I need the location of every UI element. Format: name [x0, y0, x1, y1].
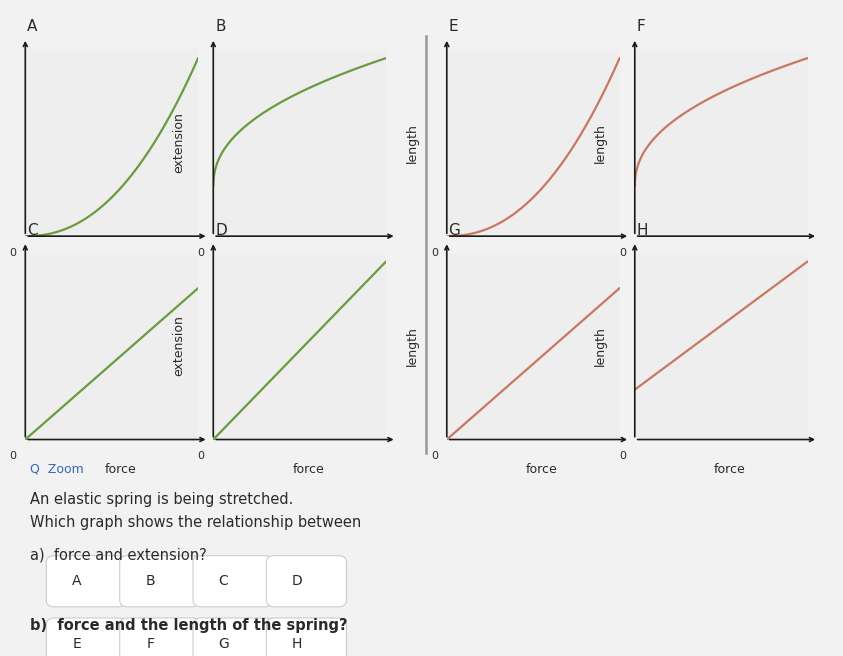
Text: force: force: [526, 463, 558, 476]
Text: 0: 0: [431, 451, 438, 461]
Text: G: G: [218, 636, 229, 651]
Text: G: G: [448, 222, 460, 237]
Text: length: length: [593, 326, 607, 366]
Text: F: F: [636, 19, 645, 34]
Text: H: H: [292, 636, 302, 651]
Text: 0: 0: [431, 248, 438, 258]
Text: A: A: [72, 574, 82, 588]
Text: C: C: [27, 222, 38, 237]
Text: Which graph shows the relationship between: Which graph shows the relationship betwe…: [30, 515, 361, 530]
Text: 0: 0: [619, 451, 626, 461]
Text: force: force: [105, 463, 137, 476]
Text: a)  force and extension?: a) force and extension?: [30, 548, 207, 563]
Text: length: length: [405, 123, 419, 163]
Text: B: B: [215, 19, 226, 34]
Text: extension: extension: [172, 112, 185, 173]
Text: force: force: [526, 260, 558, 273]
Text: 0: 0: [9, 451, 17, 461]
Text: force: force: [293, 260, 325, 273]
Text: length: length: [593, 123, 607, 163]
Text: H: H: [636, 222, 648, 237]
Text: D: D: [292, 574, 303, 588]
Text: A: A: [27, 19, 37, 34]
Text: b)  force and the length of the spring?: b) force and the length of the spring?: [30, 618, 347, 633]
Text: An elastic spring is being stretched.: An elastic spring is being stretched.: [30, 492, 293, 507]
Text: force: force: [714, 260, 746, 273]
Text: Q  Zoom: Q Zoom: [30, 462, 83, 476]
Text: 0: 0: [9, 248, 17, 258]
Text: force: force: [714, 463, 746, 476]
Text: force: force: [293, 463, 325, 476]
Text: F: F: [147, 636, 154, 651]
Text: extension: extension: [172, 316, 185, 377]
Text: C: C: [218, 574, 228, 588]
Text: E: E: [448, 19, 458, 34]
Text: force: force: [105, 260, 137, 273]
Text: 0: 0: [197, 451, 205, 461]
Text: 0: 0: [197, 248, 205, 258]
Text: length: length: [405, 326, 419, 366]
Text: 0: 0: [619, 248, 626, 258]
Text: E: E: [72, 636, 81, 651]
Text: D: D: [215, 222, 227, 237]
Text: B: B: [146, 574, 155, 588]
